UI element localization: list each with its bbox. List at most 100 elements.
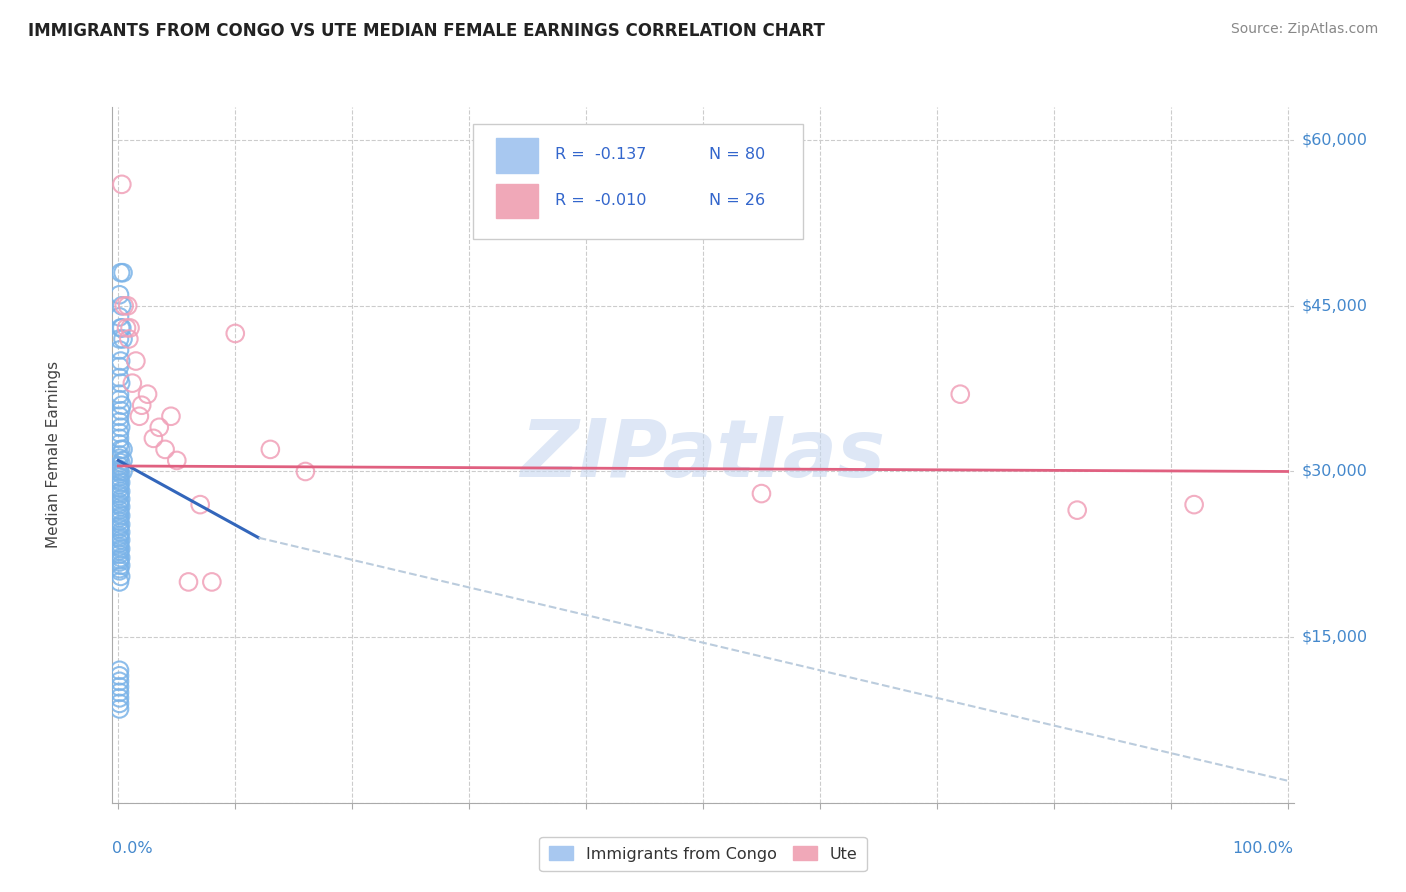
Point [118,332,141,346]
Point [110,525,132,540]
Point [142,431,165,445]
Point [108,473,131,487]
Point [108,343,131,357]
FancyBboxPatch shape [496,138,537,173]
Point [110,456,132,470]
Point [108,481,131,495]
Point [110,541,132,556]
Point [160,409,183,424]
Point [108,409,131,424]
Point [108,489,131,503]
Point [108,519,131,533]
Point [108,547,131,561]
Point [111,465,134,479]
Point [110,533,132,547]
Point [108,437,131,451]
Point [108,503,131,517]
Point [110,442,132,457]
Text: IMMIGRANTS FROM CONGO VS UTE MEDIAN FEMALE EARNINGS CORRELATION CHART: IMMIGRANTS FROM CONGO VS UTE MEDIAN FEMA… [28,22,825,40]
Point [108,415,131,429]
Point [108,544,131,558]
Text: Source: ZipAtlas.com: Source: ZipAtlas.com [1230,22,1378,37]
Point [125,354,148,368]
Point [110,484,132,499]
Point [110,266,132,280]
Point [110,558,132,573]
Point [110,508,132,523]
Point [108,514,131,528]
Point [153,442,176,457]
Point [294,465,316,479]
Text: $60,000: $60,000 [1302,133,1368,148]
Point [108,522,131,536]
Point [131,398,153,412]
Point [110,321,132,335]
Point [108,370,131,384]
Point [177,574,200,589]
Point [111,453,134,467]
Point [108,674,131,689]
Point [108,562,131,576]
Point [110,550,132,565]
Point [110,354,132,368]
Point [110,475,132,490]
Point [117,299,139,313]
Point [108,507,131,521]
Point [111,332,134,346]
Point [751,486,773,500]
Text: N = 80: N = 80 [709,147,765,161]
Point [108,685,131,699]
Point [108,574,131,589]
Text: R =  -0.010: R = -0.010 [555,194,647,209]
Point [128,409,150,424]
Point [108,555,131,569]
Point [224,326,246,341]
Text: ZIPatlas: ZIPatlas [520,416,886,494]
Point [115,321,138,335]
Point [111,178,134,192]
Point [108,387,131,401]
Point [108,392,131,407]
Point [121,376,143,391]
Text: N = 26: N = 26 [709,194,765,209]
Point [108,470,131,484]
Point [108,690,131,705]
Point [259,442,281,457]
Point [111,321,134,335]
Legend: Immigrants from Congo, Ute: Immigrants from Congo, Ute [540,837,866,871]
Point [108,697,131,711]
Point [108,332,131,346]
Point [108,553,131,567]
Point [148,420,170,434]
Point [108,528,131,542]
Point [110,492,132,507]
Text: $30,000: $30,000 [1302,464,1368,479]
Point [111,266,134,280]
Text: Median Female Earnings: Median Female Earnings [46,361,60,549]
Point [108,458,131,473]
FancyBboxPatch shape [496,184,537,219]
Point [110,403,132,417]
Point [110,500,132,514]
Point [108,680,131,694]
Text: $45,000: $45,000 [1302,298,1368,313]
Point [108,536,131,550]
Point [108,498,131,512]
Point [118,321,141,335]
Point [108,462,131,476]
Point [108,663,131,677]
Point [108,287,131,301]
Point [108,495,131,509]
Point [112,299,135,313]
Point [111,442,134,457]
Point [111,299,134,313]
Point [108,431,131,445]
Point [108,540,131,554]
Point [166,453,188,467]
Point [188,498,211,512]
Point [108,425,131,440]
Point [1066,503,1088,517]
Point [136,387,159,401]
Text: 0.0%: 0.0% [112,841,153,856]
Point [108,477,131,491]
